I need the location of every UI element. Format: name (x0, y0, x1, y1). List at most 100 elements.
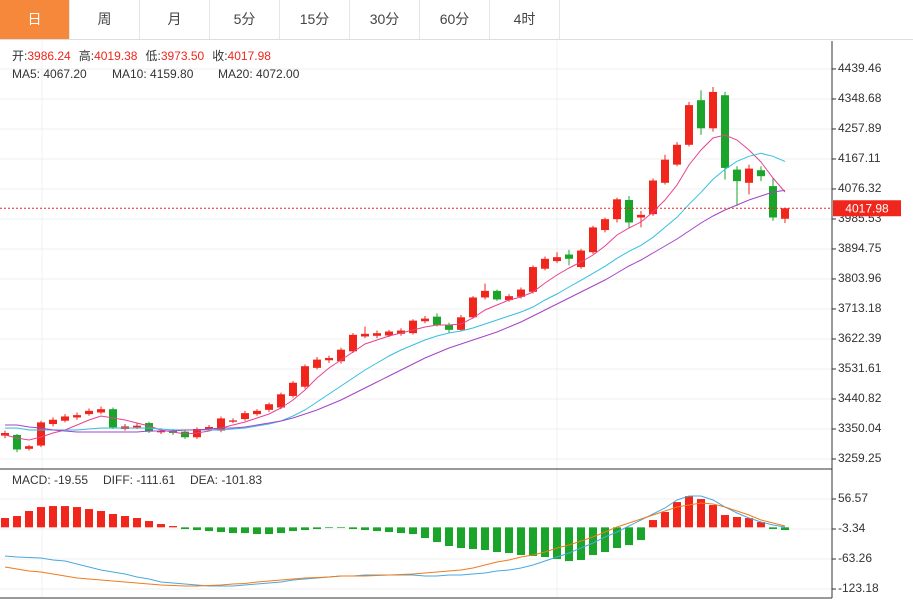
y-tick-label: 4257.89 (838, 121, 882, 135)
ma-line (5, 152, 786, 431)
candle-body (685, 105, 693, 145)
macd-bar (109, 514, 117, 528)
ma-line (4, 134, 786, 441)
macd-bar (277, 527, 285, 534)
candle-body (97, 409, 105, 413)
macd-bar (553, 527, 561, 560)
macd-bar (37, 507, 45, 528)
macd-bar (757, 522, 765, 528)
candle-body (409, 320, 417, 334)
macd-bar (61, 506, 69, 528)
macd-bar (529, 527, 537, 557)
candle-body (757, 170, 765, 177)
macd-bar (97, 511, 105, 528)
macd-bar (181, 527, 189, 530)
macd-bar (721, 515, 729, 528)
y-tick-label: 3803.96 (838, 271, 882, 285)
candle-body (625, 199, 633, 223)
candle-body (469, 297, 477, 318)
period-tab[interactable]: 日 (0, 0, 70, 39)
macd-bar (709, 505, 717, 528)
candle-body (385, 331, 393, 336)
macd-bar (601, 527, 609, 553)
candle-body (61, 416, 69, 421)
candle-body (613, 199, 621, 220)
macd-bar (13, 516, 21, 528)
candle-body (289, 382, 297, 396)
macd-bar (733, 517, 741, 528)
legend-entry: MA20: 4072.00 (218, 67, 300, 81)
candle-body (277, 394, 285, 408)
y-tick-label: 3440.82 (838, 391, 882, 405)
macd-bar (85, 509, 93, 528)
macd-bar (613, 527, 621, 549)
candle-body (649, 180, 657, 215)
candle-body (1, 432, 9, 436)
candle-body (37, 422, 45, 446)
legend-entry: DIFF: -111.61 (103, 473, 176, 487)
macd-bar (133, 518, 141, 528)
candle-body (313, 359, 321, 368)
y-tick-label: 3259.25 (838, 451, 882, 465)
macd-bar (121, 516, 129, 528)
y-tick-label: 4439.46 (838, 61, 882, 75)
macd-bar (625, 527, 633, 546)
candle-body (601, 219, 609, 231)
macd-bar (397, 527, 405, 534)
macd-bar (445, 527, 453, 547)
candle-body (781, 208, 789, 219)
candle-body (553, 257, 561, 262)
macd-bar (637, 527, 645, 541)
y-tick-label: 4348.68 (838, 91, 882, 105)
y-tick-label: 3350.04 (838, 421, 882, 435)
candle-body (145, 423, 153, 432)
period-tab[interactable]: 4时 (490, 0, 560, 39)
y-tick-label: 3622.39 (838, 331, 882, 345)
candle-body (709, 91, 717, 129)
macd-bar (493, 527, 501, 553)
macd-bar (649, 520, 657, 528)
y-tick-label: -3.34 (838, 521, 866, 535)
candle-body (205, 427, 213, 430)
legend-entry: MA5: 4067.20 (12, 67, 87, 81)
ohlc-legend: 开:3986.24 高:4019.38 低:3973.50 收:4017.98 (12, 48, 271, 63)
candle-body (589, 227, 597, 253)
legend-entry: MACD: -19.55 (12, 473, 88, 487)
candle-body (769, 186, 777, 218)
period-tab[interactable]: 30分 (350, 0, 420, 39)
macd-bar (673, 502, 681, 528)
candle-body (361, 333, 369, 337)
ohlc-label: 低: (145, 49, 160, 63)
macd-bar (433, 527, 441, 543)
period-tab[interactable]: 5分 (210, 0, 280, 39)
macd-bar (373, 527, 381, 532)
macd-bar (73, 507, 81, 528)
macd-bar (169, 526, 177, 528)
macd-bar (517, 527, 525, 556)
macd-bar (193, 527, 201, 531)
macd-bar (1, 518, 9, 528)
candle-body (577, 250, 585, 268)
period-tab[interactable]: 60分 (420, 0, 490, 39)
period-tab[interactable]: 15分 (280, 0, 350, 39)
candle-body (745, 168, 753, 183)
macd-bar (337, 527, 345, 529)
ohlc-value: 4019.38 (94, 49, 138, 63)
macd-bar (505, 527, 513, 554)
y-tick-label: 4076.32 (838, 181, 882, 195)
period-tab[interactable]: 周 (70, 0, 140, 39)
y-tick-label: -123.18 (838, 581, 879, 595)
candle-body (85, 410, 93, 415)
ohlc-value: 4017.98 (228, 49, 272, 63)
macd-line (4, 502, 786, 587)
macd-bar (745, 518, 753, 528)
period-tab[interactable]: 月 (140, 0, 210, 39)
macd-bar (145, 521, 153, 528)
macd-bar (685, 496, 693, 528)
macd-bar (577, 527, 585, 561)
ohlc-value: 3986.24 (27, 49, 71, 63)
macd-bar (289, 527, 297, 532)
candle-body (733, 169, 741, 182)
